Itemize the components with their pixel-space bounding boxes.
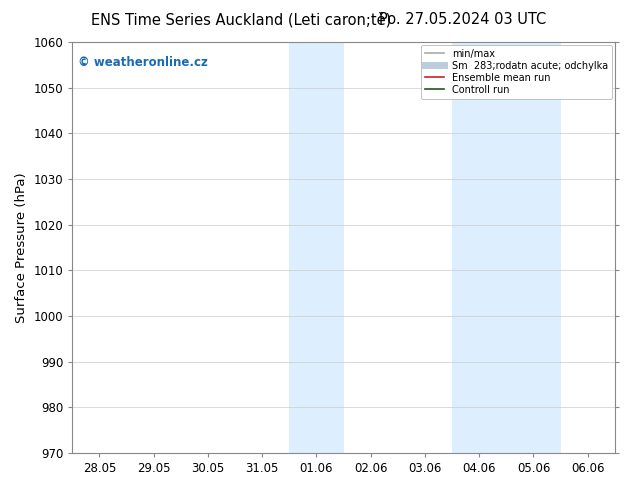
Text: © weatheronline.cz: © weatheronline.cz bbox=[78, 56, 207, 70]
Text: ENS Time Series Auckland (Leti caron;tě): ENS Time Series Auckland (Leti caron;tě) bbox=[91, 12, 391, 28]
Text: Po. 27.05.2024 03 UTC: Po. 27.05.2024 03 UTC bbox=[379, 12, 547, 27]
Bar bbox=[289, 42, 344, 453]
Bar bbox=[452, 42, 560, 453]
Y-axis label: Surface Pressure (hPa): Surface Pressure (hPa) bbox=[15, 172, 28, 323]
Legend: min/max, Sm  283;rodatn acute; odchylka, Ensemble mean run, Controll run: min/max, Sm 283;rodatn acute; odchylka, … bbox=[421, 45, 612, 98]
